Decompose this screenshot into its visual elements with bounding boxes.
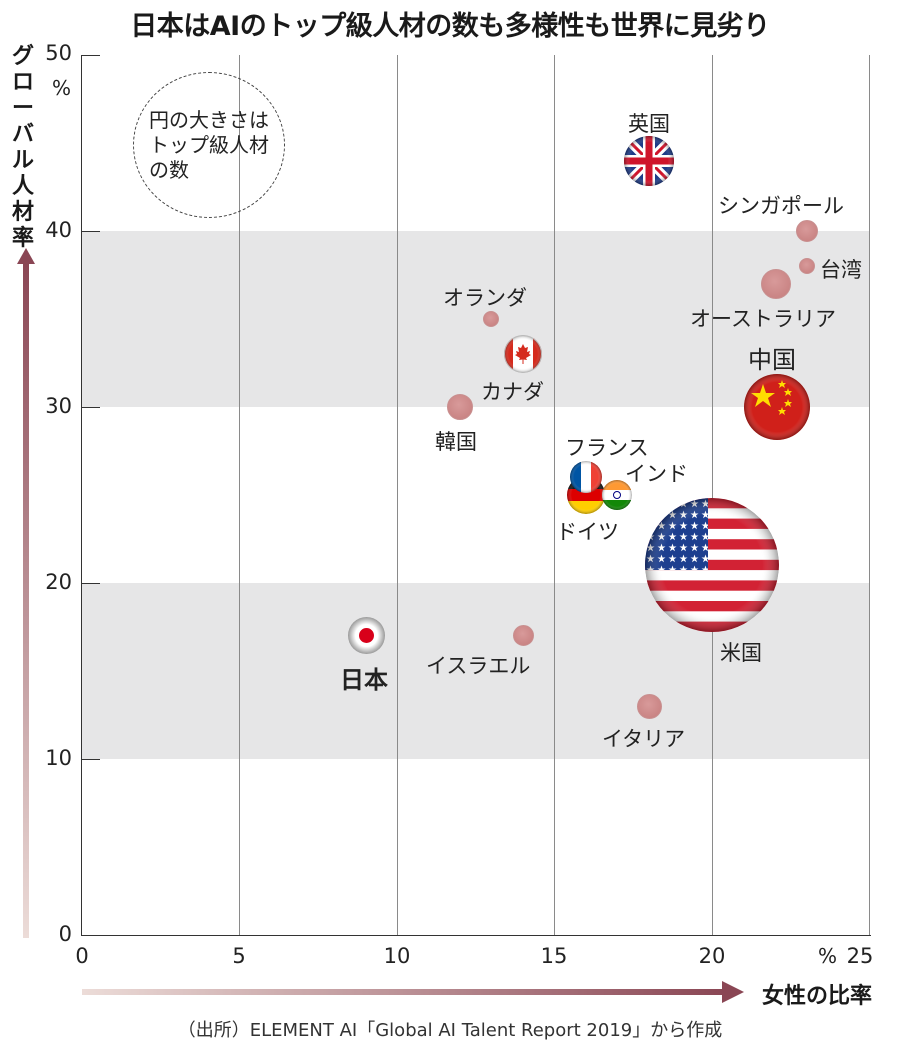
japan-flag-bubble: [348, 617, 385, 654]
y-axis-label: グ ロ ー バ ル 人 材 率: [8, 44, 38, 252]
label-uk: 英国: [628, 112, 670, 136]
gridline-x-20: [712, 55, 713, 935]
label-taiwan: 台湾: [820, 258, 862, 282]
legend-line: トップ級人材: [149, 132, 269, 157]
gridline-x-15: [554, 55, 555, 935]
y-tick-mark: [82, 759, 100, 760]
label-singapore: シンガポール: [718, 194, 844, 218]
size-legend: 円の大きさは トップ級人材 の数: [133, 72, 285, 218]
y-tick-mark: [82, 583, 100, 584]
label-canada: カナダ: [481, 380, 544, 404]
label-usa: 米国: [720, 641, 762, 665]
gridline-x-25: [869, 55, 870, 935]
canada-flag-bubble: [504, 335, 542, 373]
x-axis-line: [81, 935, 871, 936]
label-israel: イスラエル: [426, 654, 531, 678]
y-axis-label-char: グ: [11, 44, 34, 69]
usa-flag-bubble: [645, 498, 779, 632]
y-tick-mark: [82, 55, 100, 56]
y-tick-mark: [82, 231, 100, 232]
band-30-40: [82, 231, 870, 407]
y-tick-label: 10: [45, 746, 72, 770]
y-axis-label-char: 材: [11, 200, 34, 225]
label-australia: オーストラリア: [690, 307, 836, 331]
italy-bubble: [637, 694, 662, 719]
france-flag-bubble: [570, 461, 602, 493]
y-axis-line: [81, 55, 82, 936]
label-china: 中国: [748, 346, 796, 374]
gridline-x-10: [397, 55, 398, 935]
y-axis-label-char: 人: [11, 174, 34, 199]
y-axis-arrow-icon: [17, 248, 35, 938]
x-axis-unit: %: [818, 944, 838, 968]
x-tick-label: 15: [540, 944, 568, 968]
label-netherlands: オランダ: [443, 286, 527, 310]
y-tick-label: 30: [45, 394, 72, 418]
y-tick-label: 40: [45, 218, 72, 242]
gridline-x-5: [239, 55, 240, 935]
y-tick-mark: [82, 407, 100, 408]
y-tick-label: 0: [58, 922, 72, 946]
label-germany: ドイツ: [556, 520, 619, 544]
label-italy: イタリア: [602, 727, 686, 751]
x-axis-arrow-icon: [82, 981, 744, 1003]
y-axis-unit: %: [52, 76, 72, 100]
label-japan: 日本: [340, 666, 388, 694]
legend-line: 円の大きさは: [149, 107, 269, 132]
x-tick-label: 25: [846, 944, 874, 968]
x-tick-label: 10: [383, 944, 411, 968]
y-tick-label: 50: [45, 41, 72, 65]
y-axis-label-char: ー: [11, 96, 34, 121]
legend-line: の数: [149, 157, 189, 182]
y-axis-label-char: ロ: [11, 70, 34, 95]
x-tick-label: 20: [698, 944, 726, 968]
australia-bubble: [761, 269, 791, 299]
label-india: インド: [625, 462, 688, 486]
uk-flag-bubble: [624, 136, 674, 186]
x-tick-label: 0: [75, 944, 89, 968]
y-axis-label-char: バ: [11, 122, 34, 147]
china-flag-bubble: [744, 374, 810, 440]
source-note: （出所）ELEMENT AI「Global AI Talent Report 2…: [177, 1020, 723, 1041]
label-korea: 韓国: [435, 430, 477, 454]
y-axis-label-char: ル: [11, 148, 34, 173]
netherlands-bubble: [483, 311, 499, 327]
label-france: フランス: [565, 436, 649, 460]
korea-bubble: [447, 394, 473, 420]
y-tick-label: 20: [45, 570, 72, 594]
x-tick-label: 5: [232, 944, 246, 968]
india-flag-bubble: [602, 480, 632, 510]
israel-bubble: [513, 625, 534, 646]
y-axis-label-char: 率: [11, 226, 34, 251]
chart-title: 日本はAIのトップ級人材の数も多様性も世界に見劣り: [130, 11, 770, 42]
x-axis-label: 女性の比率: [761, 984, 872, 1009]
singapore-bubble: [796, 220, 818, 242]
taiwan-bubble: [799, 258, 815, 274]
